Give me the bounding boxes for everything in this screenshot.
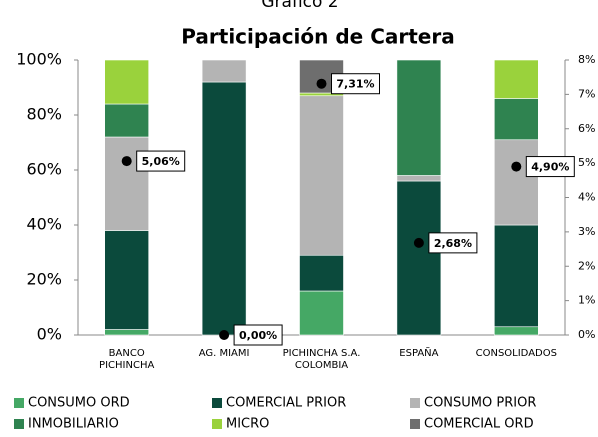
y2-tick-label: 0% xyxy=(578,328,595,341)
bar-segment xyxy=(493,326,539,336)
legend-label: COMERCIAL ORD xyxy=(424,417,534,432)
x-tick-label: ESPAÑA xyxy=(399,348,439,359)
point xyxy=(316,78,327,89)
point xyxy=(121,156,132,167)
bar-segment xyxy=(299,290,344,336)
x-tick-label: AG. MIAMI xyxy=(198,348,250,359)
chart-header: Gráfico 2 xyxy=(261,0,338,12)
legend-swatch xyxy=(212,419,222,429)
legend-swatch xyxy=(14,398,24,408)
bar-segment xyxy=(396,59,442,176)
point-label: 2,68% xyxy=(434,237,472,250)
point-label-box xyxy=(136,150,186,172)
bar-segment xyxy=(201,59,247,83)
point-label: 5,06% xyxy=(142,155,180,168)
legend-label: MICRO xyxy=(226,417,269,432)
y-tick-label: 0% xyxy=(37,325,62,344)
y2-tick-label: 7% xyxy=(578,87,595,100)
bar-segment xyxy=(299,95,344,256)
bar-segment xyxy=(299,254,344,292)
y2-tick-label: 6% xyxy=(578,122,595,135)
bar-segment xyxy=(104,329,149,336)
point xyxy=(219,330,230,340)
y-tick-label: 80% xyxy=(26,105,62,124)
point-label-box xyxy=(428,232,478,254)
point-label: 0,00% xyxy=(239,329,277,342)
x-tick-label: CONSOLIDADOS xyxy=(475,348,557,359)
bar-segment xyxy=(396,180,442,336)
y-tick-label: 40% xyxy=(26,215,62,234)
legend-swatch xyxy=(14,419,24,429)
bar-segment xyxy=(104,230,149,330)
y2-tick-label: 8% xyxy=(578,53,595,66)
legend-label: CONSUMO PRIOR xyxy=(424,396,536,411)
x-tick-label: BANCO PICHINCHA xyxy=(99,348,155,371)
point-label-box xyxy=(525,156,575,178)
bar-segment xyxy=(493,224,539,328)
bar-segment xyxy=(104,103,149,138)
y2-tick-label: 4% xyxy=(578,191,595,204)
bar-segment xyxy=(201,81,247,336)
point-label-box xyxy=(233,324,283,346)
bar-segment xyxy=(493,139,539,226)
y2-tick-label: 1% xyxy=(578,294,595,307)
point xyxy=(413,237,424,248)
point xyxy=(511,161,522,172)
legend-label: COMERCIAL PRIOR xyxy=(226,396,346,411)
legend-label: CONSUMO ORD xyxy=(28,396,130,411)
x-tick-label: PICHINCHA S.A. COLOMBIA xyxy=(282,348,361,371)
bar-segment xyxy=(396,175,442,182)
chart-title: Participación de Cartera xyxy=(181,25,454,49)
point-label: 4,90% xyxy=(531,161,569,174)
legend-label: INMOBILIARIO xyxy=(28,417,119,432)
y2-tick-label: 5% xyxy=(578,156,595,169)
legend-swatch xyxy=(410,419,420,429)
bar-segment xyxy=(493,59,539,99)
point-label-box xyxy=(331,73,380,95)
legend-swatch xyxy=(212,398,222,408)
y-tick-label: 20% xyxy=(26,270,62,289)
y-tick-label: 60% xyxy=(26,160,62,179)
y2-tick-label: 2% xyxy=(578,259,595,272)
point-label: 7,31% xyxy=(336,78,374,91)
y-tick-label: 100% xyxy=(16,50,62,69)
y2-tick-label: 3% xyxy=(578,225,595,238)
bar-segment xyxy=(493,98,539,141)
bar-segment xyxy=(104,59,149,105)
legend-swatch xyxy=(410,398,420,408)
